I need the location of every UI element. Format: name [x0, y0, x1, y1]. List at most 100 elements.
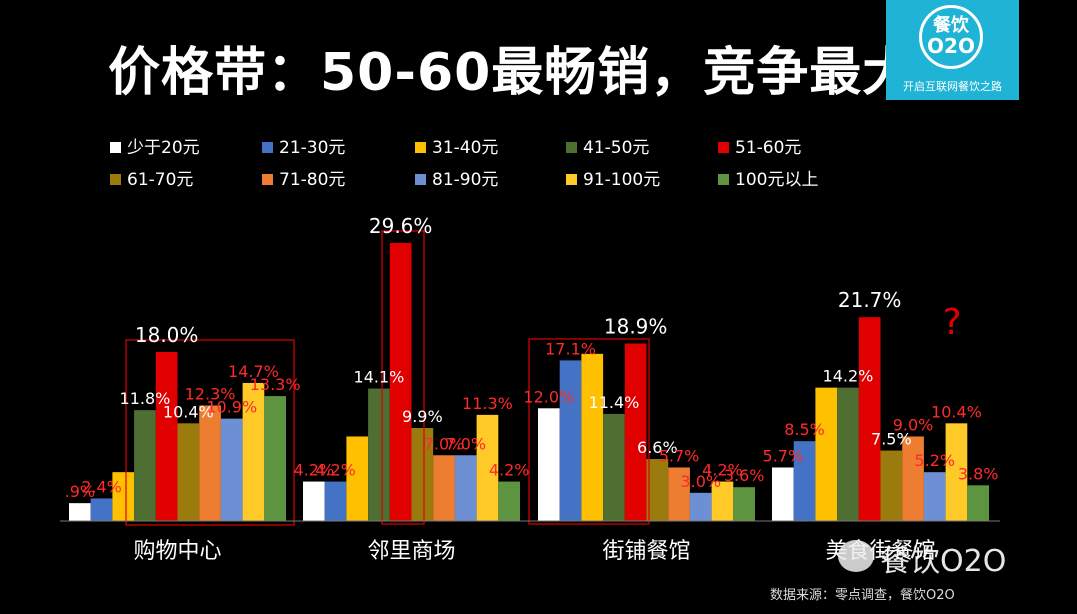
bar [559, 360, 582, 521]
bar [858, 317, 881, 521]
highlight-frame [528, 338, 650, 525]
logo-badge: 餐饮 O2O [919, 5, 983, 69]
data-label: 8.5% [784, 420, 825, 439]
bar [793, 441, 816, 521]
bar [177, 423, 200, 521]
legend-swatch [110, 174, 121, 185]
highlight-frame [125, 339, 295, 526]
data-label: 21.7% [838, 288, 902, 312]
data-label: 12.3% [185, 384, 236, 403]
bar [923, 472, 946, 521]
wechat-icon [838, 540, 874, 572]
data-label: 4.2% [315, 461, 356, 480]
data-label: 4.2% [294, 461, 335, 480]
data-label: 9.9% [402, 407, 443, 426]
legend-label: 41-50元 [583, 138, 649, 158]
bar [815, 387, 838, 521]
legend-swatch [566, 142, 577, 153]
legend-label: 31-40元 [432, 138, 498, 158]
bar [967, 485, 989, 521]
legend-swatch [262, 174, 273, 185]
data-label: 10.4% [931, 402, 982, 421]
highlight-frame [381, 230, 425, 525]
data-label: 14.7% [228, 362, 279, 381]
legend-swatch [415, 142, 426, 153]
data-label: 3.6% [724, 466, 765, 485]
data-label: 4.2% [489, 461, 530, 480]
legend-swatch [262, 142, 273, 153]
bar [69, 503, 91, 521]
data-label: 3.8% [958, 464, 999, 483]
data-label: 17.1% [545, 339, 596, 358]
bar [411, 428, 434, 521]
data-label: 11.3% [462, 394, 513, 413]
bar [134, 410, 156, 521]
data-label: 9.0% [893, 415, 934, 434]
bar [324, 481, 347, 521]
bar [902, 436, 924, 521]
logo-tagline: 开启互联网餐饮之路 [903, 80, 1002, 93]
legend-label: 100元以上 [735, 170, 818, 190]
bar [389, 243, 412, 521]
bar [603, 413, 625, 521]
legend-label: 61-70元 [127, 170, 193, 190]
data-label: 3.0% [680, 472, 721, 491]
data-label: 18.0% [135, 323, 199, 347]
legend-swatch [718, 142, 729, 153]
legend-label: 21-30元 [279, 138, 345, 158]
data-label: 11.8% [120, 389, 171, 408]
legend-label: 少于20元 [127, 138, 200, 158]
bar [624, 343, 647, 521]
data-label: 14.2% [823, 367, 874, 386]
logo-line2: O2O [927, 34, 975, 58]
data-label: 5.7% [763, 446, 804, 465]
data-label: 2.4% [81, 477, 122, 496]
legend-label: 51-60元 [735, 138, 801, 158]
page-title: 价格带：50-60最畅销，竞争最大 [108, 43, 916, 103]
data-label: 12.0% [523, 387, 574, 406]
category-label: 购物中心 [133, 539, 221, 564]
legend-label: 81-90元 [432, 170, 498, 190]
bar [368, 388, 390, 521]
data-label: 7.5% [871, 430, 912, 449]
category-label: 邻里商场 [367, 539, 455, 564]
bar [242, 382, 265, 521]
bar [264, 396, 286, 521]
legend-swatch [566, 174, 577, 185]
bar [711, 481, 734, 521]
bar [346, 436, 369, 521]
data-label: 4.2% [702, 461, 743, 480]
legend-swatch [718, 174, 729, 185]
data-label: 7.0% [424, 434, 465, 453]
data-label: .9% [65, 482, 95, 501]
watermark: 餐饮O2O [880, 544, 1007, 579]
bar [476, 414, 499, 521]
data-source: 数据来源：零点调查，餐饮O2O [770, 588, 955, 603]
bar [772, 467, 794, 521]
data-label: 29.6% [369, 214, 433, 238]
bar [112, 472, 135, 521]
brand-logo: 餐饮 O2O 开启互联网餐饮之路 [886, 0, 1019, 100]
bar [689, 492, 712, 521]
legend-swatch [415, 174, 426, 185]
bar [837, 387, 859, 521]
data-label: 10.9% [206, 398, 257, 417]
legend-label: 91-100元 [583, 170, 660, 190]
bar [498, 481, 520, 521]
data-label: 5.7% [659, 446, 700, 465]
data-label: 13.3% [250, 375, 301, 394]
bar [538, 408, 560, 521]
legend-label: 71-80元 [279, 170, 345, 190]
bar [90, 498, 113, 521]
data-label: 14.1% [354, 368, 405, 387]
bar [581, 353, 604, 521]
bar [880, 450, 903, 521]
bar [220, 418, 243, 521]
legend-swatch [110, 142, 121, 153]
data-label: 5.2% [914, 451, 955, 470]
bar [733, 487, 755, 521]
bar [668, 467, 690, 521]
bar [303, 481, 325, 521]
bar [199, 405, 221, 521]
